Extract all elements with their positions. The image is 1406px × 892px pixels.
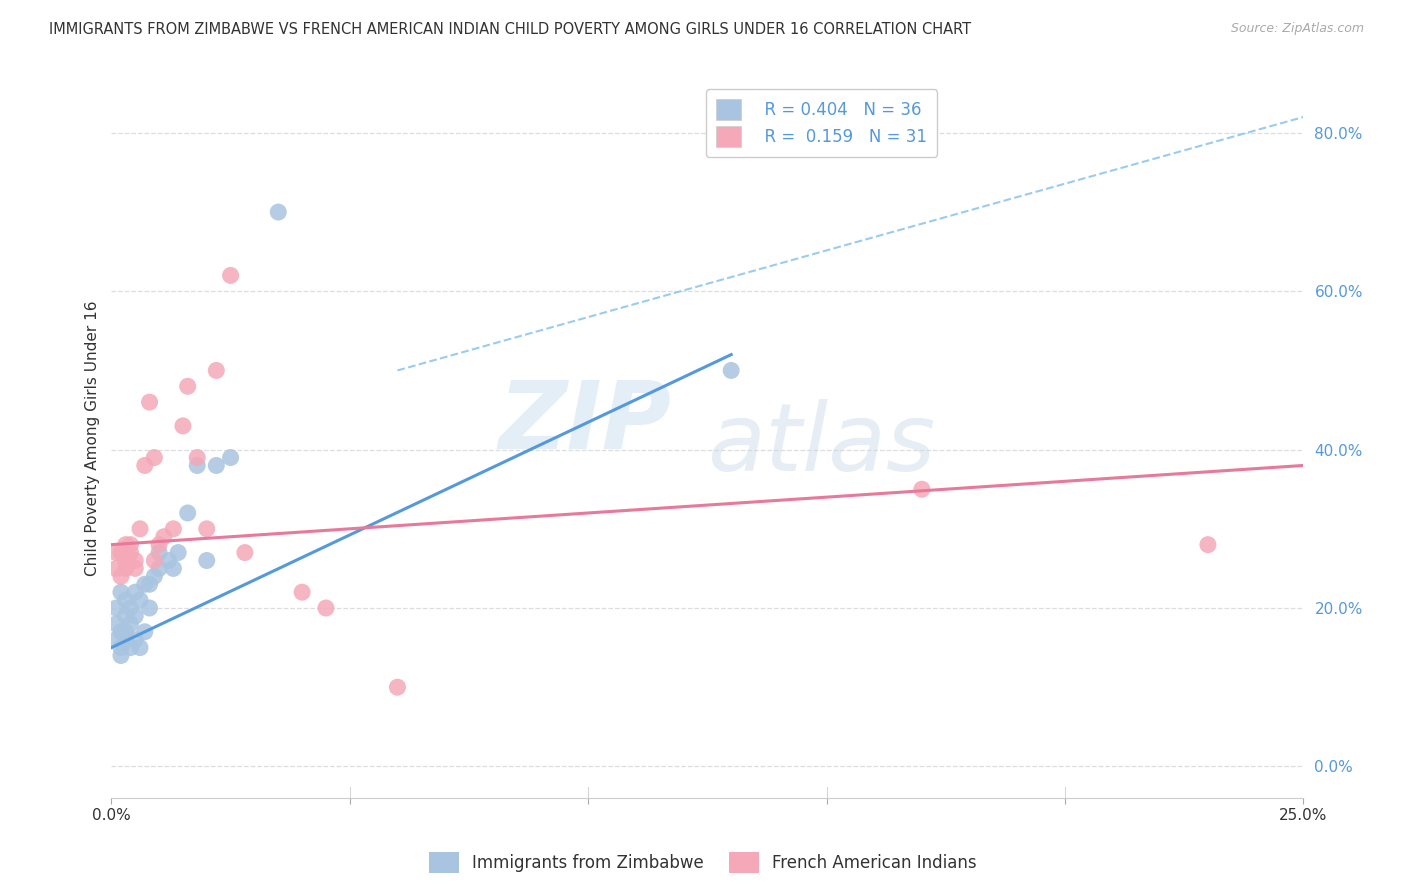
Point <box>167 545 190 559</box>
Point <box>114 561 136 575</box>
Point <box>114 593 136 607</box>
Point <box>120 545 142 559</box>
Point <box>134 624 156 639</box>
Legend: Immigrants from Zimbabwe, French American Indians: Immigrants from Zimbabwe, French America… <box>422 846 984 880</box>
Point <box>195 522 218 536</box>
Point <box>162 522 184 536</box>
Legend:   R = 0.404   N = 36,   R =  0.159   N = 31: R = 0.404 N = 36, R = 0.159 N = 31 <box>706 89 938 157</box>
Point <box>138 577 160 591</box>
Point <box>153 530 176 544</box>
Point <box>105 545 128 559</box>
Point <box>143 553 166 567</box>
Y-axis label: Child Poverty Among Girls Under 16: Child Poverty Among Girls Under 16 <box>86 300 100 575</box>
Point <box>291 585 314 599</box>
Point <box>110 640 132 655</box>
Point <box>120 538 142 552</box>
Point <box>233 545 256 559</box>
Point <box>110 648 132 663</box>
Point <box>114 609 136 624</box>
Point <box>110 585 132 599</box>
Point <box>110 569 132 583</box>
Point <box>129 640 152 655</box>
Point <box>120 601 142 615</box>
Point <box>148 561 170 575</box>
Point <box>110 545 132 559</box>
Point <box>105 632 128 647</box>
Point <box>134 458 156 473</box>
Point <box>114 632 136 647</box>
Point <box>176 379 198 393</box>
Point <box>114 624 136 639</box>
Point <box>124 561 146 575</box>
Text: Source: ZipAtlas.com: Source: ZipAtlas.com <box>1230 22 1364 36</box>
Point <box>124 553 146 567</box>
Point <box>720 363 742 377</box>
Point <box>219 268 242 283</box>
Point <box>205 458 228 473</box>
Point <box>114 538 136 552</box>
Point <box>186 450 208 465</box>
Point <box>124 609 146 624</box>
Point <box>387 680 409 694</box>
Point <box>138 601 160 615</box>
Point <box>1197 538 1219 552</box>
Point <box>105 601 128 615</box>
Point <box>205 363 228 377</box>
Point <box>186 458 208 473</box>
Point <box>105 616 128 631</box>
Point <box>129 593 152 607</box>
Point <box>138 395 160 409</box>
Point <box>129 522 152 536</box>
Point <box>148 545 170 559</box>
Text: ZIP: ZIP <box>499 377 672 469</box>
Point <box>134 577 156 591</box>
Point <box>120 640 142 655</box>
Point <box>162 561 184 575</box>
Point <box>911 482 934 496</box>
Point <box>172 418 194 433</box>
Point <box>157 553 180 567</box>
Point <box>124 632 146 647</box>
Point <box>143 569 166 583</box>
Text: atlas: atlas <box>707 400 935 491</box>
Point <box>143 450 166 465</box>
Point <box>195 553 218 567</box>
Text: IMMIGRANTS FROM ZIMBABWE VS FRENCH AMERICAN INDIAN CHILD POVERTY AMONG GIRLS UND: IMMIGRANTS FROM ZIMBABWE VS FRENCH AMERI… <box>49 22 972 37</box>
Point <box>110 624 132 639</box>
Point <box>176 506 198 520</box>
Point <box>120 616 142 631</box>
Point <box>219 450 242 465</box>
Point <box>114 553 136 567</box>
Point <box>105 561 128 575</box>
Point <box>124 585 146 599</box>
Point <box>148 538 170 552</box>
Point <box>267 205 290 219</box>
Point <box>315 601 337 615</box>
